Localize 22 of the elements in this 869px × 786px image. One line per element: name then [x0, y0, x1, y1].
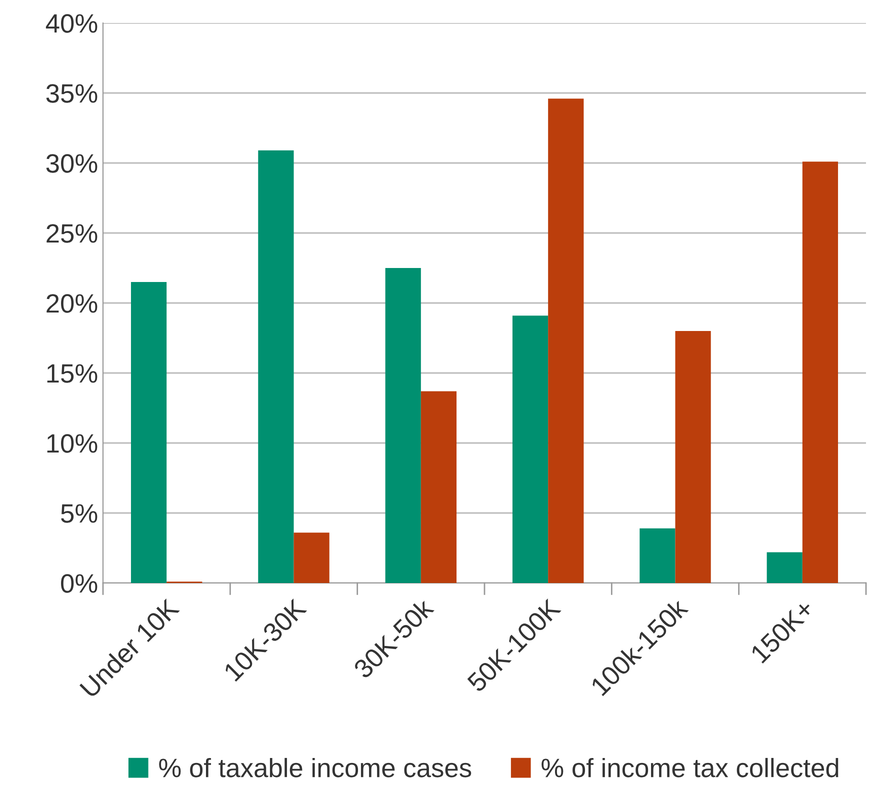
bar	[385, 268, 421, 583]
bar	[130, 282, 167, 583]
bar	[258, 150, 294, 583]
y-tick-label: 40%	[46, 14, 98, 33]
y-tick-label: 20%	[46, 294, 98, 313]
y-tick-label: 15%	[47, 364, 98, 383]
y-tick-label: 5%	[61, 504, 98, 523]
bar	[512, 316, 548, 583]
bar	[675, 331, 711, 583]
legend-label: % of taxable income cases	[159, 758, 472, 778]
y-tick-label: 10%	[47, 434, 98, 453]
y-tick-label: 35%	[46, 84, 98, 103]
y-tick-label: 0%	[61, 574, 98, 593]
legend-label: % of income tax collected	[542, 758, 838, 778]
y-tick-label: 30%	[46, 154, 98, 173]
bar	[548, 98, 584, 583]
bar	[766, 552, 802, 583]
bar	[420, 391, 457, 583]
bar	[640, 528, 676, 583]
bar	[294, 532, 330, 583]
bar	[802, 162, 838, 583]
y-tick-label: 25%	[46, 224, 98, 243]
